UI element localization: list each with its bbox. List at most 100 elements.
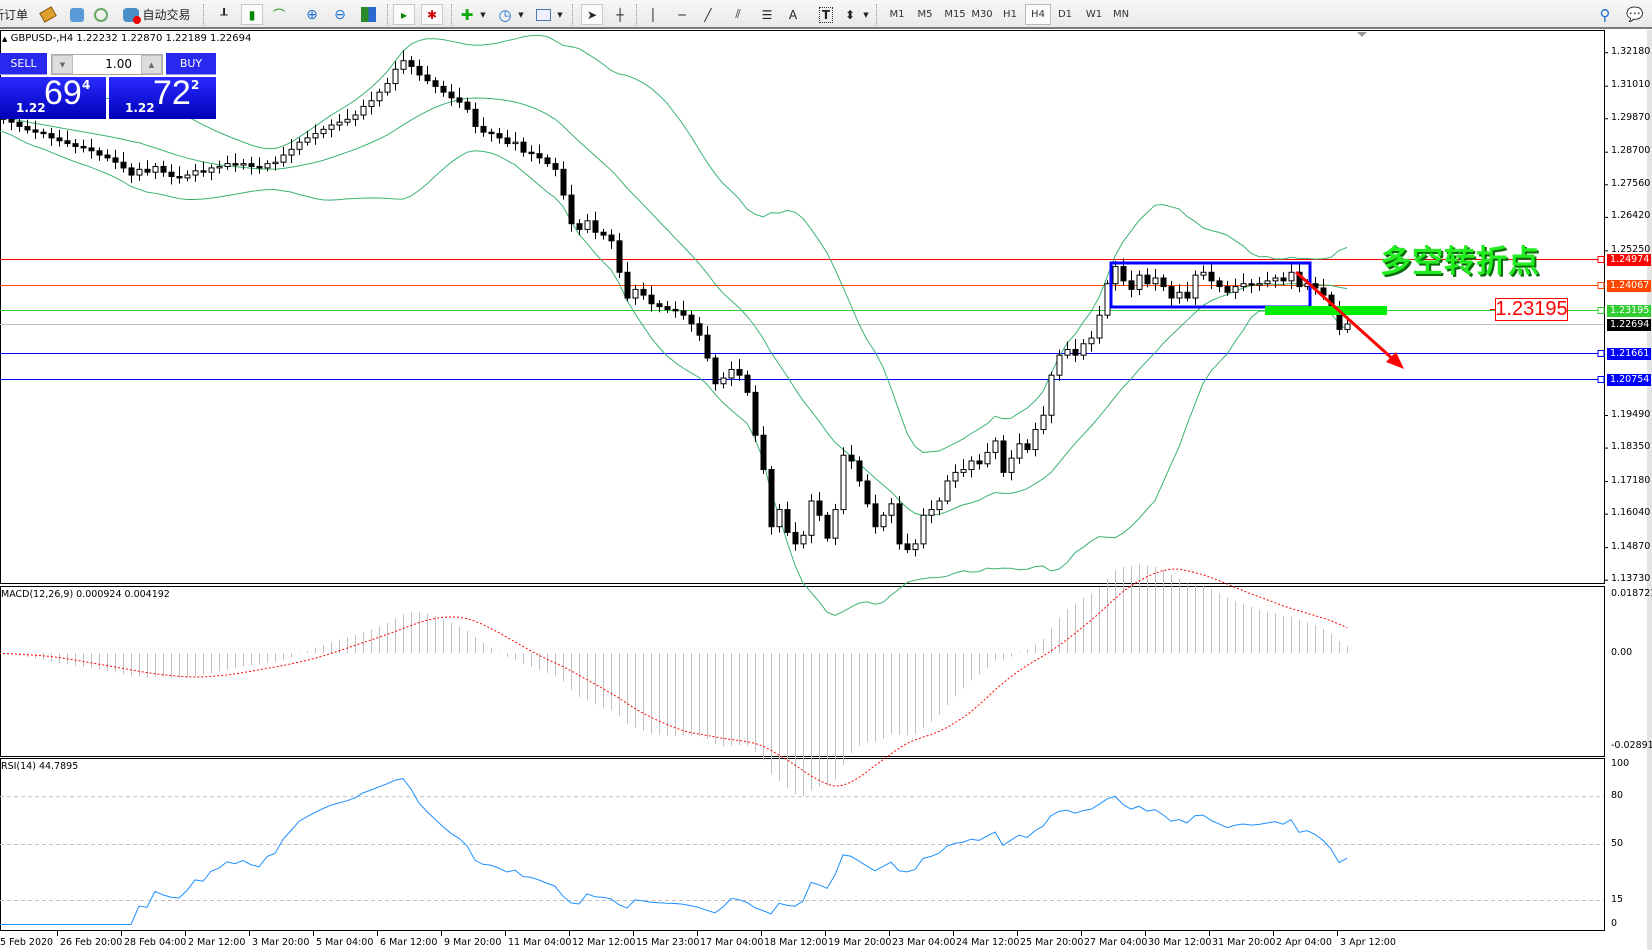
- bearish-candle: [1296, 271, 1303, 288]
- bullish-candle: [1136, 274, 1143, 290]
- timeframe-h1[interactable]: H1: [1003, 9, 1017, 20]
- text-label-icon[interactable]: T: [815, 4, 837, 25]
- bearish-candle: [64, 140, 71, 145]
- toolbar: 新订单 自动交易 ┸ ▮ ⌒ ⊕ ⊖ ▸ ✱ ✚ ▼ ◷ ▼ ▼ ➤ ┼ │ ─…: [0, 0, 1652, 29]
- bullish-candle: [312, 133, 319, 139]
- bollinger-lower: [0, 130, 1348, 617]
- ask-price-button[interactable]: 1.22 72 2: [109, 74, 216, 119]
- bullish-candle: [152, 165, 159, 173]
- bearish-candle: [528, 151, 535, 155]
- bullish-candle: [1056, 354, 1063, 376]
- bullish-candle: [1008, 457, 1015, 473]
- arrows-dropdown-icon[interactable]: ▼: [863, 10, 869, 19]
- bullish-candle: [512, 141, 519, 145]
- bearish-candle: [496, 133, 503, 139]
- indicators-icon[interactable]: ✚: [460, 5, 474, 24]
- bearish-candle: [408, 60, 415, 67]
- bullish-candle: [1200, 271, 1207, 276]
- bearish-candle: [1160, 277, 1167, 288]
- bullish-candle: [1104, 283, 1111, 316]
- chart-shift-icon[interactable]: ✱: [421, 4, 443, 25]
- bollinger-middle: [0, 97, 1348, 517]
- auto-scroll-icon[interactable]: ▸: [393, 4, 415, 25]
- bullish-candle: [296, 141, 303, 150]
- lots-input[interactable]: ▼ 1.00 ▲: [51, 54, 163, 75]
- fibonacci-icon[interactable]: ☰: [761, 7, 773, 22]
- buy-button[interactable]: BUY: [166, 53, 216, 75]
- history-center-icon[interactable]: [66, 4, 88, 25]
- timeframe-m30[interactable]: M30: [971, 9, 993, 20]
- cursor-icon[interactable]: ➤: [581, 4, 603, 25]
- arrows-icon[interactable]: ⬍: [844, 7, 856, 22]
- vertical-scrollbar[interactable]: [1647, 30, 1652, 950]
- bearish-candle: [72, 143, 79, 147]
- candlestick-chart-icon[interactable]: ▮: [241, 4, 263, 25]
- timeframe-mn[interactable]: MN: [1112, 9, 1130, 20]
- bearish-candle: [576, 223, 583, 230]
- bearish-candle: [256, 165, 263, 169]
- bullish-candle: [360, 105, 367, 116]
- bearish-candle: [112, 157, 119, 163]
- zoom-out-icon[interactable]: ⊖: [334, 6, 346, 23]
- autotrading-label: 自动交易: [142, 8, 191, 22]
- annotation-price-label[interactable]: 1.23195: [1495, 298, 1568, 321]
- bar-chart-icon[interactable]: ┸: [220, 7, 228, 22]
- search-icon[interactable]: ⚲: [1599, 5, 1611, 24]
- bearish-candle: [1144, 274, 1151, 285]
- timeframe-d1[interactable]: D1: [1057, 9, 1073, 20]
- bearish-candle: [1128, 280, 1135, 290]
- bullish-candle: [240, 163, 247, 166]
- horizontal-line-icon[interactable]: ─: [678, 7, 686, 22]
- signals-icon[interactable]: [90, 4, 112, 25]
- bullish-candle: [888, 503, 895, 516]
- tile-windows-icon[interactable]: [357, 4, 379, 25]
- line-handle: [1597, 307, 1605, 314]
- autotrading-icon: [123, 7, 142, 24]
- timeframe-h4[interactable]: H4: [1025, 4, 1051, 25]
- toolbar-separator: [572, 4, 574, 26]
- one-click-trading-panel: SELL ▼ 1.00 ▲ BUY 1.22 69 4 1.22 72 2: [0, 53, 216, 119]
- templates-dropdown-icon[interactable]: ▼: [557, 10, 563, 19]
- vertical-line-icon[interactable]: │: [649, 7, 657, 22]
- bullish-candle: [384, 83, 391, 93]
- equidistant-channel-icon[interactable]: ⫽: [735, 7, 741, 21]
- rsi-axis-label: 15: [1611, 893, 1624, 905]
- bearish-candle: [168, 171, 175, 177]
- periods-clock-icon[interactable]: ◷: [498, 5, 512, 24]
- bid-price-button[interactable]: 1.22 69 4: [0, 74, 106, 119]
- down-arrow-line[interactable]: [1294, 270, 1397, 363]
- support-zone[interactable]: [1265, 306, 1387, 315]
- bullish-candle: [720, 377, 727, 385]
- bearish-candle: [480, 125, 487, 133]
- bullish-candle: [288, 148, 295, 156]
- timeframe-m15[interactable]: M15: [944, 9, 966, 20]
- timeframe-w1[interactable]: W1: [1085, 9, 1103, 20]
- timeframe-m5[interactable]: M5: [917, 9, 933, 20]
- crosshair-icon[interactable]: ┼: [616, 7, 624, 22]
- indicators-dropdown-icon[interactable]: ▼: [480, 10, 486, 19]
- collapse-arrow-icon[interactable]: ▲: [2, 35, 8, 43]
- new-order-button[interactable]: 新订单: [0, 8, 28, 22]
- lots-increase-icon[interactable]: ▲: [141, 55, 162, 74]
- line-chart-icon[interactable]: ⌒: [272, 8, 285, 22]
- bearish-candle: [704, 334, 711, 359]
- periods-dropdown-icon[interactable]: ▼: [518, 10, 524, 19]
- sell-button[interactable]: SELL: [0, 53, 47, 75]
- zoom-in-icon[interactable]: ⊕: [306, 6, 318, 23]
- bearish-candle: [544, 157, 551, 165]
- timeframe-m1[interactable]: M1: [889, 9, 905, 20]
- autotrading-button[interactable]: 自动交易: [118, 4, 196, 25]
- lots-decrease-icon[interactable]: ▼: [52, 55, 73, 74]
- bullish-candle: [352, 114, 359, 120]
- bearish-candle: [736, 368, 743, 376]
- toolbar-separator: [203, 4, 205, 26]
- bullish-candle: [1344, 323, 1351, 330]
- templates-icon[interactable]: [532, 4, 554, 25]
- bearish-candle: [848, 454, 855, 462]
- annotation-text[interactable]: 多空转折点: [1380, 244, 1540, 280]
- text-tool-icon[interactable]: A: [788, 7, 798, 22]
- chat-icon[interactable]: 💬: [1626, 6, 1644, 23]
- rsi-axis-label: 50: [1611, 837, 1624, 849]
- trendline-icon[interactable]: ╱: [704, 7, 712, 22]
